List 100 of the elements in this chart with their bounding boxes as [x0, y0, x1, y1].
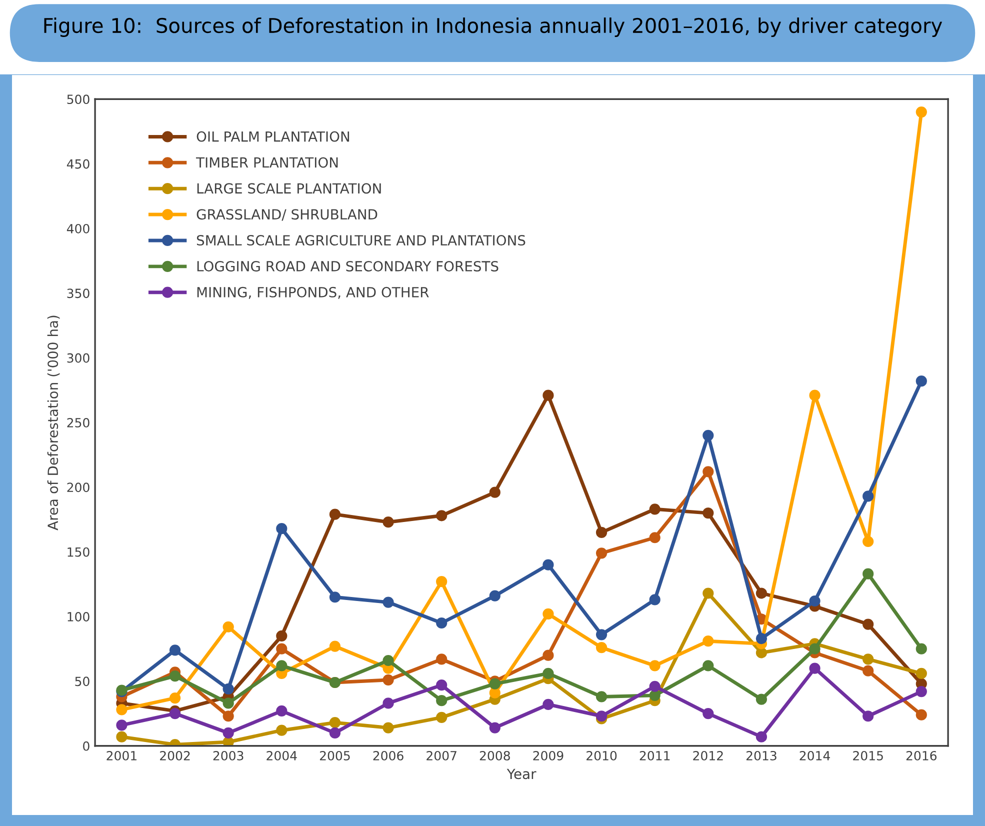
point: [116, 704, 128, 716]
point: [756, 694, 768, 705]
point: [276, 630, 288, 642]
point: [436, 695, 448, 706]
y-tick-label: 0: [83, 741, 90, 751]
point: [862, 618, 874, 630]
point: [222, 727, 234, 738]
point: [276, 724, 288, 736]
point: [222, 621, 234, 632]
point: [916, 376, 927, 387]
y-axis-title: Area of Deforestation ('000 ha): [47, 316, 60, 530]
point: [649, 504, 660, 515]
point: [436, 654, 448, 665]
point: [436, 617, 448, 629]
point: [542, 698, 554, 710]
point: [489, 590, 500, 602]
point: [222, 683, 234, 695]
point: [329, 508, 341, 520]
point: [702, 466, 714, 478]
point: [382, 722, 394, 734]
point: [116, 720, 128, 731]
x-tick-label: 2011: [640, 750, 670, 760]
point: [862, 536, 874, 548]
x-tick-label: 2008: [480, 750, 510, 760]
x-tick-label: 2004: [266, 750, 297, 760]
legend-label: LOGGING ROAD AND SECONDARY FORESTS: [197, 260, 498, 272]
point: [596, 642, 608, 654]
point: [436, 510, 448, 522]
point: [916, 686, 927, 698]
point: [329, 592, 341, 603]
point: [169, 670, 181, 682]
point: [489, 722, 500, 734]
point: [276, 660, 288, 672]
point: [542, 650, 554, 661]
point: [916, 106, 927, 118]
point: [542, 559, 554, 570]
point: [916, 668, 927, 679]
point: [542, 608, 554, 620]
point: [329, 727, 341, 738]
legend-label: MINING, FISHPONDS, AND OTHER: [197, 286, 429, 299]
x-tick-label: 2005: [320, 750, 350, 760]
point: [276, 705, 288, 717]
point: [916, 709, 927, 720]
point: [436, 576, 448, 588]
point: [649, 660, 660, 672]
y-tick-label: 50: [75, 676, 90, 686]
point: [916, 643, 927, 654]
x-tick-label: 2002: [160, 750, 190, 760]
x-axis-title: Year: [506, 768, 536, 780]
x-tick-label: 2006: [373, 750, 404, 760]
point: [382, 674, 394, 686]
point: [649, 680, 660, 692]
point: [862, 568, 874, 580]
x-tick-label: 2009: [533, 750, 564, 760]
point: [809, 390, 820, 401]
x-tick-label: 2007: [426, 750, 456, 760]
point: [489, 687, 500, 698]
x-tick-label: 2012: [693, 750, 723, 760]
legend-label: GRASSLAND/ SHRUBLAND: [196, 209, 378, 221]
y-tick-label: 300: [67, 353, 90, 363]
point: [702, 708, 714, 720]
point: [756, 731, 768, 742]
point: [862, 654, 874, 665]
point: [489, 678, 500, 690]
point: [276, 643, 288, 654]
point: [862, 665, 874, 676]
x-tick-label: 2016: [906, 750, 937, 760]
point: [116, 731, 128, 742]
legend-label: TIMBER PLANTATION: [196, 157, 338, 168]
y-tick-label: 250: [67, 418, 90, 428]
point: [489, 486, 500, 498]
point: [649, 594, 660, 606]
y-tick-label: 100: [68, 612, 90, 622]
point: [542, 390, 554, 401]
point: [276, 523, 288, 534]
point: [862, 490, 874, 502]
point: [329, 717, 341, 728]
point: [329, 640, 341, 652]
point: [596, 548, 608, 559]
point: [436, 712, 448, 723]
point: [649, 532, 660, 544]
y-tick-label: 500: [67, 94, 90, 104]
point: [169, 692, 181, 704]
legend-label: LARGE SCALE PLANTATION: [197, 183, 381, 194]
point: [702, 507, 714, 519]
point: [382, 654, 394, 666]
point: [702, 588, 714, 599]
point: [382, 596, 394, 608]
point: [596, 629, 608, 640]
point: [596, 526, 608, 538]
point: [756, 588, 768, 599]
point: [809, 643, 820, 654]
point: [702, 660, 714, 672]
point: [169, 708, 181, 720]
x-tick-label: 2015: [853, 750, 883, 760]
point: [596, 691, 608, 702]
y-tick-label: 350: [67, 288, 90, 298]
chart-title: Figure 10: Sources of Deforestation in Indonesia annually 2001–2016, by driver category: [44, 18, 942, 38]
point: [756, 632, 768, 644]
point: [649, 690, 660, 701]
